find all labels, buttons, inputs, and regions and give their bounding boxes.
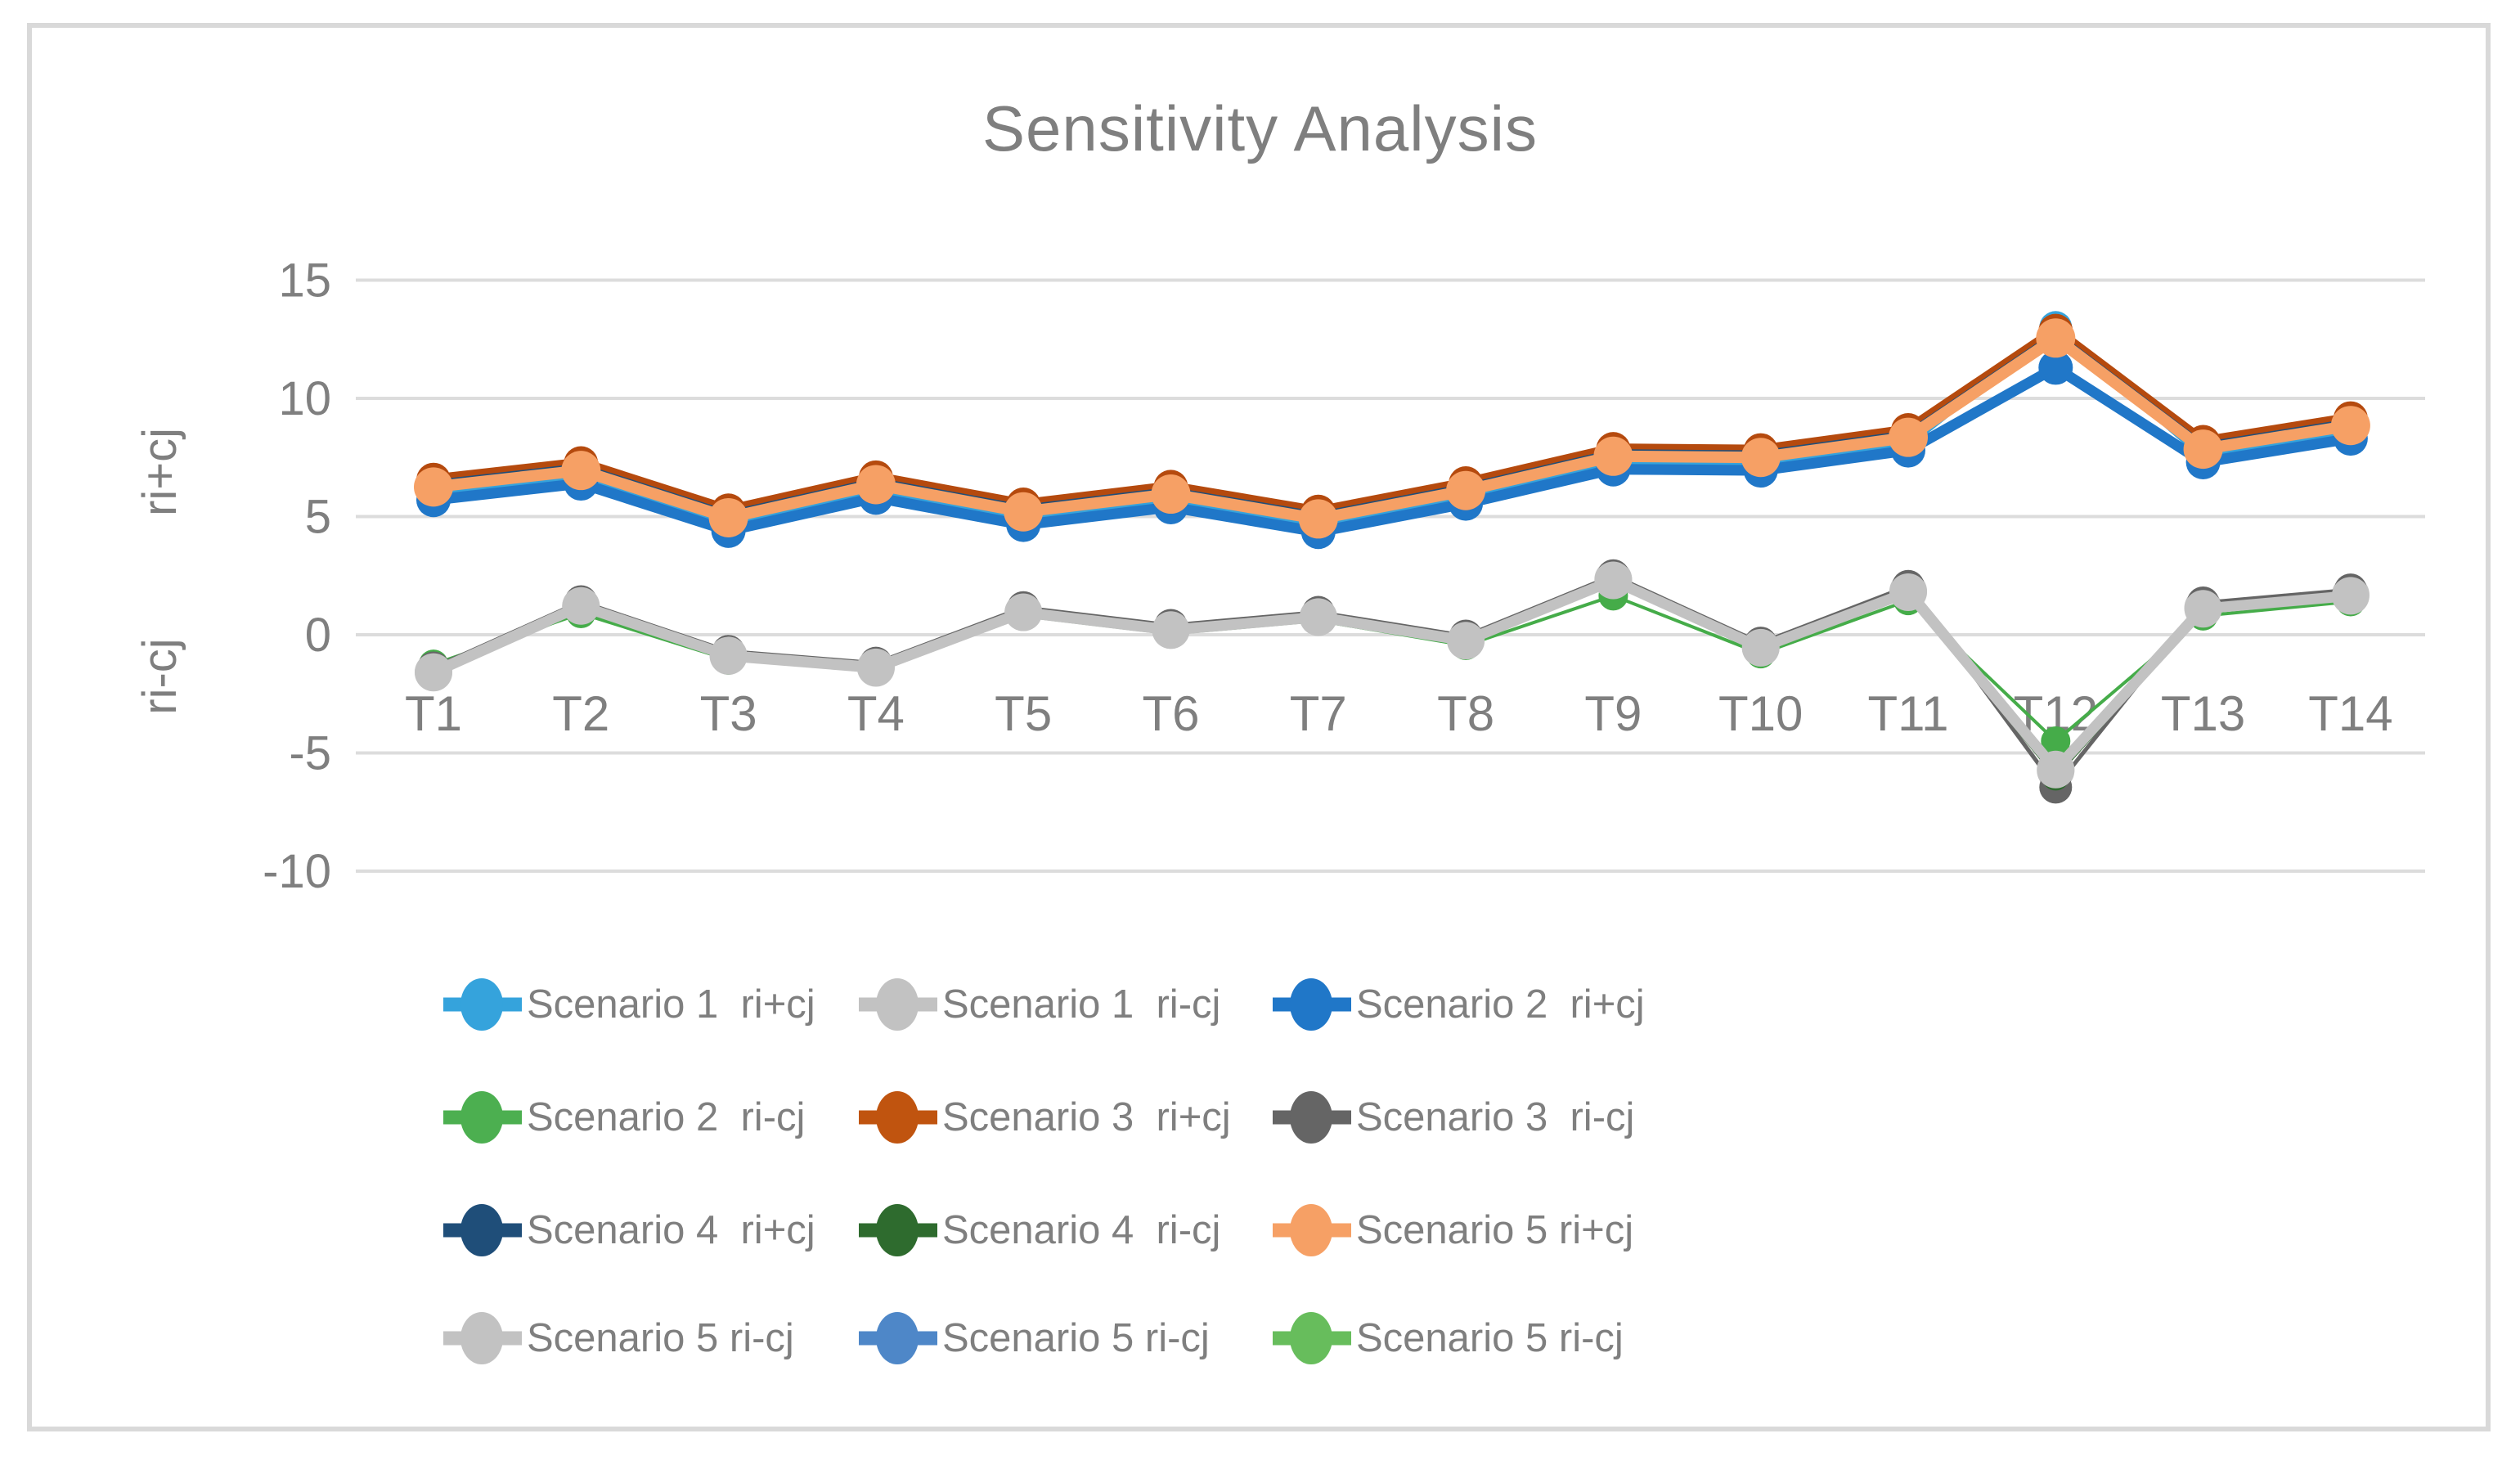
data-point-marker xyxy=(708,497,748,537)
x-axis-label: T13 xyxy=(2161,686,2245,741)
data-point-marker xyxy=(2183,429,2223,470)
data-point-marker xyxy=(1741,628,1780,667)
data-point-marker xyxy=(1151,474,1191,515)
data-point-marker xyxy=(856,648,895,686)
data-point-marker xyxy=(1152,611,1190,649)
x-axis-label: T14 xyxy=(2308,686,2392,741)
data-point-marker xyxy=(2036,318,2076,358)
x-axis-label: T10 xyxy=(1718,686,1803,741)
x-axis-label: T6 xyxy=(1142,686,1199,741)
x-axis-label: T7 xyxy=(1290,686,1347,741)
y-tick-label: 10 xyxy=(278,372,331,425)
data-point-marker xyxy=(1593,436,1633,476)
data-point-marker xyxy=(1446,470,1486,510)
data-point-marker xyxy=(561,451,601,491)
data-point-marker xyxy=(1889,573,1927,611)
data-point-marker xyxy=(2331,577,2370,615)
data-point-marker xyxy=(1004,593,1043,631)
chart-frame xyxy=(27,23,2491,1431)
data-point-marker xyxy=(856,465,896,505)
data-point-marker xyxy=(1447,622,1485,660)
x-axis-label: T2 xyxy=(552,686,609,741)
x-axis-label: T1 xyxy=(405,686,462,741)
x-axis-label: T9 xyxy=(1584,686,1642,741)
data-point-marker xyxy=(415,653,452,691)
y-tick-label: 5 xyxy=(305,491,331,544)
data-point-marker xyxy=(2038,350,2073,385)
data-point-marker xyxy=(709,636,748,675)
data-point-marker xyxy=(414,467,453,507)
y-tick-label: 15 xyxy=(278,254,331,308)
y-tick-label: -5 xyxy=(289,727,331,780)
data-point-marker xyxy=(2041,726,2071,757)
data-point-marker xyxy=(2184,590,2222,628)
x-axis-label: T3 xyxy=(700,686,757,741)
x-axis-label: T5 xyxy=(995,686,1052,741)
data-point-marker xyxy=(1741,438,1781,478)
data-point-marker xyxy=(1889,417,1928,457)
y-tick-label: -10 xyxy=(263,845,331,898)
data-point-marker xyxy=(1299,598,1337,636)
data-point-marker xyxy=(2037,750,2075,789)
data-point-marker xyxy=(2330,406,2370,446)
data-point-marker xyxy=(562,586,600,625)
series-line xyxy=(431,575,2352,775)
x-axis-label: T11 xyxy=(1868,686,1949,741)
data-point-marker xyxy=(1298,499,1338,539)
data-point-marker xyxy=(1004,492,1044,532)
y-tick-label: 0 xyxy=(305,609,331,662)
x-axis-label: T4 xyxy=(847,686,905,741)
series-line xyxy=(433,332,2352,525)
x-axis-label: T8 xyxy=(1437,686,1494,741)
data-point-marker xyxy=(1594,561,1633,600)
series-line xyxy=(433,362,2352,537)
chart-title: Sensitivity Analysis xyxy=(982,92,1538,164)
